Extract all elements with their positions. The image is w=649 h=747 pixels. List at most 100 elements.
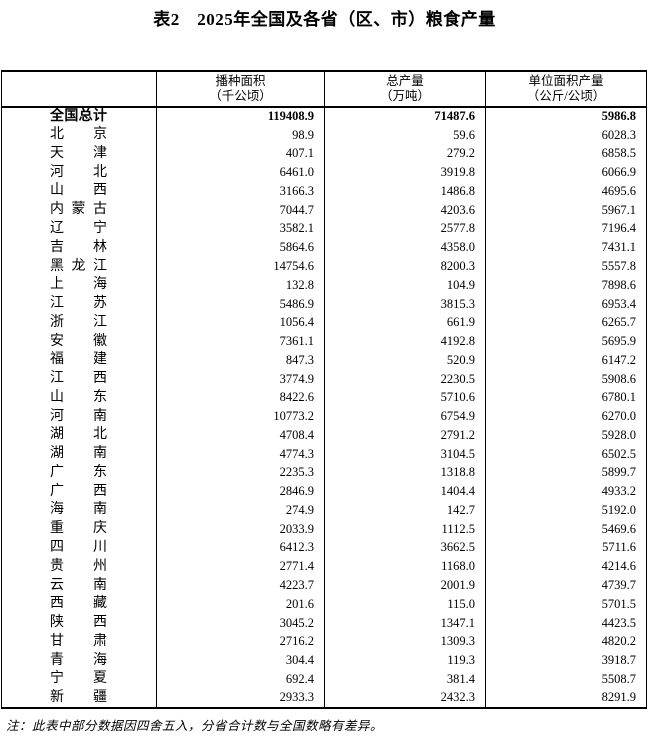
table-row: 辽宁 3582.1 2577.8 7196.4 [1,219,647,239]
value-cell: 3918.7 [485,651,647,670]
region-name: 河南 [50,408,107,424]
value-cell: 6028.3 [485,125,647,145]
value-cell: 7431.1 [485,238,647,258]
value-cell: 6147.2 [485,350,647,370]
region-name-cell: 安徽 [1,332,157,351]
value-cell: 2230.5 [324,369,486,389]
value-cell: 104.9 [324,275,486,295]
value-cell: 304.4 [156,651,325,670]
value-cell: 6780.1 [485,388,647,408]
region-name-cell: 内蒙古 [1,200,157,220]
value-cell: 98.9 [156,125,325,145]
value-cell: 132.8 [156,275,325,295]
value-cell: 5486.9 [156,294,325,314]
page-title: 表2 2025年全国及各省（区、市）粮食产量 [153,10,496,29]
table-row: 吉林 5864.6 4358.0 7431.1 [1,238,647,258]
value-cell: 274.9 [156,501,325,520]
value-cell: 2771.4 [156,557,325,577]
table-row: 江苏 5486.9 3815.3 6953.4 [1,294,647,314]
region-name: 北京 [50,127,107,143]
value-cell: 520.9 [324,350,486,370]
region-name: 四川 [50,539,107,555]
value-cell: 8422.6 [156,388,325,408]
region-name-cell: 云南 [1,576,157,595]
region-name: 海南 [50,502,107,518]
region-name: 河北 [50,164,107,180]
region-name-cell: 贵州 [1,557,157,577]
region-name-cell: 上海 [1,275,157,295]
value-cell: 6265.7 [485,313,647,333]
region-name-cell: 江西 [1,369,157,389]
region-name-cell: 青海 [1,651,157,670]
value-cell: 7361.1 [156,332,325,351]
table-row: 天津 407.1 279.2 6858.5 [1,144,647,164]
value-cell: 3919.8 [324,163,486,183]
value-cell: 2577.8 [324,219,486,239]
region-name: 江西 [50,371,107,387]
table-row: 西藏 201.6 115.0 5701.5 [1,594,647,614]
region-name: 江苏 [50,296,107,312]
header-line: 播种面积 [215,74,266,88]
value-cell: 8200.3 [324,257,486,276]
grain-production-table: 播种面积 （千公顷） 总产量 （万吨） 单位面积产量 （公斤/公顷） 全国总计 1… [1,70,647,709]
value-cell: 71487.6 [324,107,486,126]
header-line: 总产量 [386,74,424,88]
value-cell: 5986.8 [485,107,647,126]
value-cell: 5711.6 [485,538,647,558]
table-row: 云南 4223.7 2001.9 4739.7 [1,576,647,595]
value-cell: 4214.6 [485,557,647,577]
value-cell: 2846.9 [156,482,325,502]
value-cell: 4223.7 [156,576,325,595]
region-name-cell: 重庆 [1,519,157,539]
table-row: 海南 274.9 142.7 5192.0 [1,501,647,520]
value-cell: 6270.0 [485,407,647,427]
value-cell: 5192.0 [485,501,647,520]
header-row: 播种面积 （千公顷） 总产量 （万吨） 单位面积产量 （公斤/公顷） [1,71,647,108]
table-row: 上海 132.8 104.9 7898.6 [1,275,647,295]
value-cell: 6953.4 [485,294,647,314]
region-name: 青海 [50,652,107,668]
value-cell: 5701.5 [485,594,647,614]
table-row: 福建 847.3 520.9 6147.2 [1,350,647,370]
value-cell: 7898.6 [485,275,647,295]
region-name: 西藏 [50,596,107,612]
region-name-cell: 浙江 [1,313,157,333]
table-row: 河北 6461.0 3919.8 6066.9 [1,163,647,183]
header-yield-cell: 单位面积产量 （公斤/公顷） [485,71,647,108]
value-cell: 661.9 [324,313,486,333]
value-cell: 201.6 [156,594,325,614]
value-cell: 1318.8 [324,463,486,483]
value-cell: 1486.8 [324,182,486,201]
value-cell: 4708.4 [156,426,325,445]
region-name: 安徽 [50,333,107,349]
region-name: 湖北 [50,427,107,443]
region-name: 广西 [50,483,107,499]
value-cell: 3582.1 [156,219,325,239]
table-row: 四川 6412.3 3662.5 5711.6 [1,538,647,558]
value-cell: 279.2 [324,144,486,164]
value-cell: 4933.2 [485,482,647,502]
value-cell: 6754.9 [324,407,486,427]
value-cell: 4820.2 [485,632,647,652]
value-cell: 142.7 [324,501,486,520]
region-name-cell: 黑龙江 [1,257,157,276]
region-name: 山西 [50,183,107,199]
value-cell: 3104.5 [324,444,486,464]
region-name-cell: 甘肃 [1,632,157,652]
region-name-cell: 西藏 [1,594,157,614]
value-cell: 2001.9 [324,576,486,595]
header-line: 单位面积产量 [528,74,604,88]
value-cell: 2033.9 [156,519,325,539]
region-name-cell: 广西 [1,482,157,502]
value-cell: 847.3 [156,350,325,370]
region-name-cell: 北京 [1,125,157,145]
header-line: （万吨） [379,89,430,103]
table-row: 湖南 4774.3 3104.5 6502.5 [1,444,647,464]
value-cell: 2235.3 [156,463,325,483]
region-name: 云南 [50,577,107,593]
region-name: 山东 [50,389,107,405]
region-name-cell: 广东 [1,463,157,483]
value-cell: 5469.6 [485,519,647,539]
value-cell: 3815.3 [324,294,486,314]
value-cell: 119408.9 [156,107,325,126]
